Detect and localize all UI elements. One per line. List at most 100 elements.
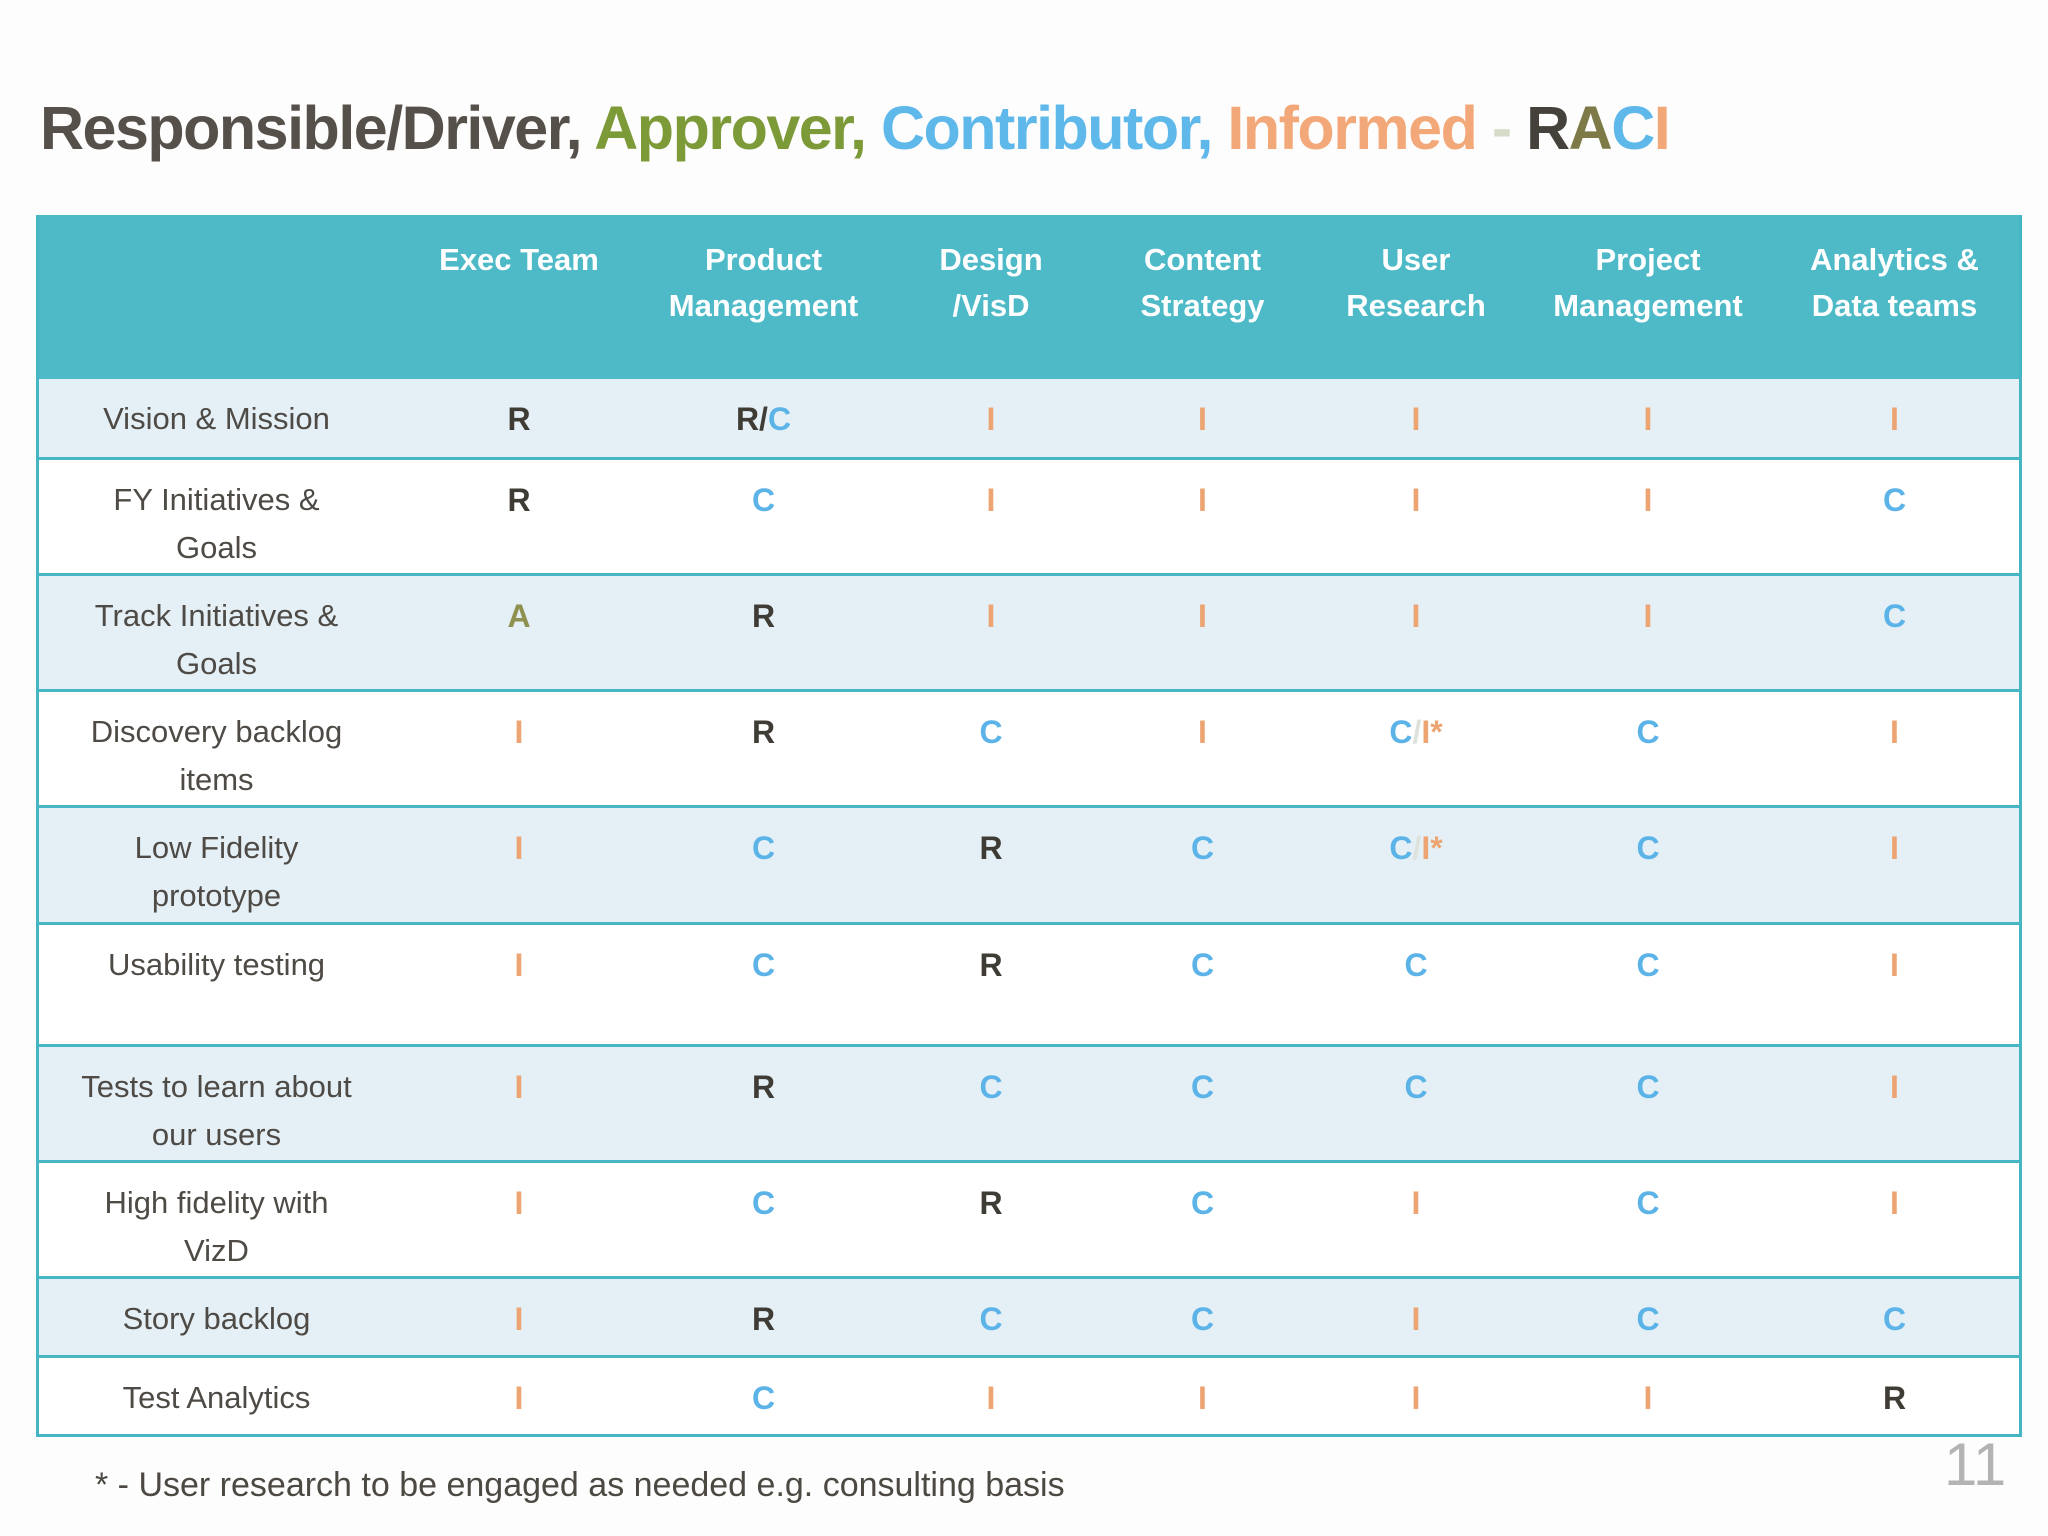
raci-cell: C <box>1099 808 1306 922</box>
column-header-line: /VisD <box>952 288 1030 323</box>
row-label-line: Track Initiatives & <box>94 598 339 633</box>
raci-cell: C <box>1770 1279 2019 1355</box>
raci-cell: R <box>883 925 1099 1044</box>
raci-cell: R <box>394 379 644 457</box>
raci-letter: C <box>979 1069 1003 1105</box>
column-header-project-management: Project Management <box>1526 215 1770 379</box>
raci-cell: I <box>1099 576 1306 689</box>
column-header-line: Strategy <box>1140 288 1265 323</box>
raci-letter: I <box>1890 947 1899 983</box>
raci-cell: I <box>394 808 644 922</box>
column-header-line: Product <box>704 242 823 277</box>
title-segment-informed: Informed <box>1227 93 1492 162</box>
raci-letter: I <box>1643 482 1653 518</box>
raci-letter: / <box>759 401 768 437</box>
table-row: Track Initiatives & Goals A R I I I I C <box>39 576 2019 692</box>
row-label-line: Goals <box>176 646 257 681</box>
raci-letter: C <box>751 947 776 983</box>
raci-cell: R <box>644 1279 883 1355</box>
raci-letter: C <box>979 1301 1003 1337</box>
column-header-line: Research <box>1346 288 1486 323</box>
raci-letter: R <box>1882 1380 1907 1416</box>
raci-letter: C <box>1636 714 1660 750</box>
raci-letter: C <box>751 1380 776 1416</box>
raci-letter: C <box>1190 947 1215 983</box>
raci-letter: I <box>1890 401 1899 437</box>
raci-letter: C <box>1190 1069 1215 1105</box>
raci-letter: C <box>1404 1069 1428 1105</box>
row-label-line: Test Analytics <box>122 1380 311 1415</box>
table-row: High fidelity with VizD I C R C I C I <box>39 1163 2019 1279</box>
raci-cell: R <box>644 1047 883 1160</box>
raci-letter: I <box>1643 1380 1653 1416</box>
raci-letter: I <box>986 1380 996 1416</box>
raci-letter: R <box>979 830 1003 866</box>
raci-cell: A <box>394 576 644 689</box>
raci-cell: R <box>883 1163 1099 1276</box>
row-label-line: Vision & Mission <box>103 401 330 436</box>
column-header-activity <box>39 215 394 379</box>
title-segment-raci-a: A <box>1568 93 1613 162</box>
column-header-exec-team: Exec Team <box>394 215 644 379</box>
raci-cell: C <box>1526 692 1770 805</box>
raci-letter: / <box>1412 830 1422 866</box>
raci-letter: R <box>751 1301 776 1337</box>
column-header-analytics-data-teams: Analytics & Data teams <box>1770 215 2019 379</box>
raci-letter: C <box>751 830 776 866</box>
raci-letter: I <box>1643 598 1653 634</box>
title-segment-approver: Approver, <box>594 93 881 162</box>
raci-letter: I <box>1198 598 1207 634</box>
raci-cell: I <box>1306 460 1526 573</box>
table-row: Test Analytics I C I I I I R <box>39 1358 2019 1437</box>
row-label: Test Analytics <box>39 1358 394 1434</box>
raci-cell: C <box>644 808 883 922</box>
raci-cell: I <box>1770 925 2019 1044</box>
raci-letter: I <box>1421 830 1431 866</box>
raci-cell: I <box>1099 692 1306 805</box>
row-label: Vision & Mission <box>39 379 394 457</box>
row-label: Low Fidelity prototype <box>39 808 394 922</box>
raci-letter: I <box>514 947 524 983</box>
raci-cell: C <box>1770 460 2019 573</box>
footnote: * - User research to be engaged as neede… <box>95 1466 1065 1504</box>
row-label: Tests to learn about our users <box>39 1047 394 1160</box>
raci-letter: I <box>514 714 524 750</box>
row-label-line: prototype <box>151 878 282 913</box>
raci-letter: C <box>1389 830 1413 866</box>
raci-letter: C <box>1636 1185 1660 1221</box>
row-label-line: our users <box>151 1117 282 1152</box>
column-header-line: Content <box>1143 242 1262 277</box>
raci-cell: R/C <box>644 379 883 457</box>
raci-letter: I <box>514 830 524 866</box>
raci-letter: C <box>1404 947 1428 983</box>
raci-cell: I <box>1526 1358 1770 1434</box>
raci-letter: C <box>1190 1185 1215 1221</box>
raci-letter: C <box>1882 1301 1907 1337</box>
row-label-line: Story backlog <box>122 1301 311 1336</box>
raci-cell: C/I* <box>1306 808 1526 922</box>
raci-cell: C <box>1099 1279 1306 1355</box>
row-label-line: Goals <box>176 530 257 565</box>
raci-cell: C <box>1526 1047 1770 1160</box>
raci-cell: C <box>883 1279 1099 1355</box>
raci-cell: C <box>883 1047 1099 1160</box>
column-header-product-management: Product Management <box>644 215 883 379</box>
raci-letter: I <box>514 1380 524 1416</box>
row-label: Usability testing <box>39 925 394 1044</box>
column-header-content-strategy: Content Strategy <box>1099 215 1306 379</box>
raci-letter: I <box>1198 401 1207 437</box>
raci-letter: C <box>751 482 776 518</box>
title-segment-responsible-driver: Responsible/Driver, <box>40 93 595 162</box>
raci-cell: I <box>1526 460 1770 573</box>
raci-cell: I <box>394 1047 644 1160</box>
raci-cell: I <box>394 925 644 1044</box>
raci-cell: I <box>394 1163 644 1276</box>
raci-letter: I <box>1198 482 1207 518</box>
title-segment-dash: - <box>1491 93 1527 162</box>
raci-cell: I <box>1770 1163 2019 1276</box>
raci-cell: I <box>883 1358 1099 1434</box>
column-header-line: Management <box>668 288 859 323</box>
raci-letter: C <box>979 714 1003 750</box>
raci-letter: R <box>751 1069 776 1105</box>
